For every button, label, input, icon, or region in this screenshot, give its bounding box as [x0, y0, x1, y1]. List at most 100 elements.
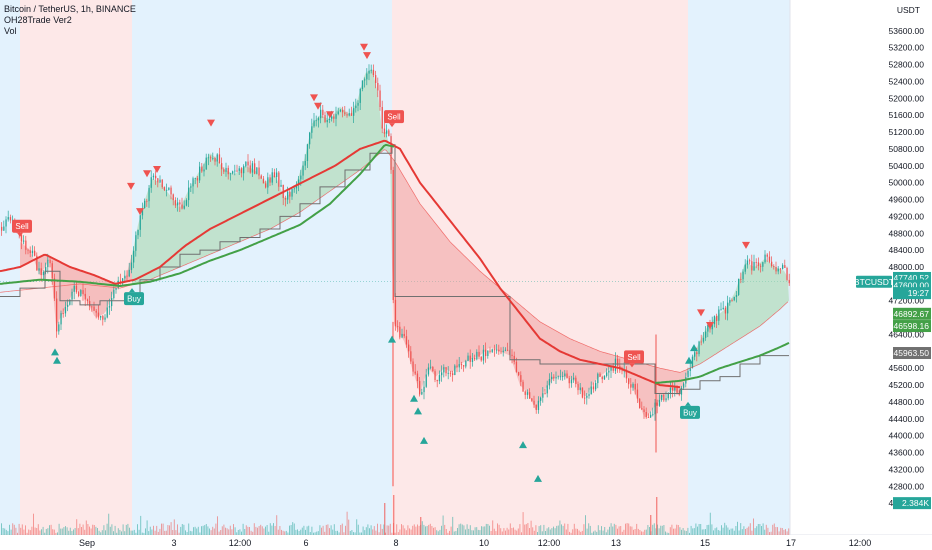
volume-bar — [108, 513, 110, 535]
volume-bar — [309, 532, 311, 535]
volume-bar — [769, 532, 770, 535]
volume-bar — [133, 529, 135, 535]
candle-body — [117, 280, 119, 288]
volume-bar — [5, 529, 7, 535]
candle-body — [447, 372, 449, 374]
volume-bar — [615, 524, 617, 535]
volume-bar — [469, 525, 471, 535]
volume-bar — [77, 528, 79, 535]
volume-bar — [402, 525, 404, 535]
volume-bar — [37, 524, 39, 535]
candle-body — [786, 268, 788, 280]
candle-body — [379, 90, 381, 107]
volume-bar — [10, 529, 12, 535]
legend-symbol[interactable]: Bitcoin / TetherUS, 1h, BINANCE — [4, 4, 136, 14]
volume-bar — [365, 527, 367, 535]
candle-body — [273, 172, 276, 177]
volume-bar — [330, 525, 332, 535]
volume-bar — [49, 525, 50, 535]
candle-body — [577, 384, 579, 391]
volume-bar — [687, 527, 689, 535]
candle-body — [568, 378, 570, 384]
candle-body — [405, 336, 408, 345]
volume-bar — [692, 528, 694, 535]
time-tick: 17 — [786, 538, 796, 548]
candle-body — [111, 298, 113, 307]
volume-bar — [140, 515, 142, 535]
volume-bar — [109, 526, 111, 535]
volume-bar — [572, 529, 574, 535]
volume-bar — [514, 529, 516, 535]
candle-body — [683, 383, 685, 388]
volume-bar — [404, 528, 406, 535]
volume-bar — [599, 530, 601, 535]
volume-bar — [282, 530, 284, 535]
volume-bar — [562, 525, 564, 535]
volume-bar — [383, 524, 385, 535]
currency-label: USDT — [897, 5, 920, 15]
volume-bar — [409, 528, 410, 535]
legend-volume[interactable]: Vol — [4, 26, 17, 36]
volume-bar — [765, 524, 767, 535]
volume-bar — [252, 531, 254, 535]
candle-body — [133, 250, 135, 263]
candle-body — [544, 393, 546, 394]
volume-bar — [516, 530, 518, 535]
volume-bar — [529, 528, 530, 535]
candle-body — [696, 352, 698, 355]
candle-body — [559, 376, 562, 378]
sell-arrow-icon — [706, 322, 714, 330]
volume-bar — [345, 525, 346, 535]
candle-body — [298, 179, 300, 185]
candle-body — [388, 130, 390, 137]
candle-body — [430, 366, 432, 368]
candle-body — [500, 351, 502, 353]
volume-bar — [154, 530, 156, 535]
price-tick: 45600.00 — [889, 363, 925, 373]
volume-bar — [265, 526, 266, 535]
volume-bar — [356, 519, 358, 535]
candle-body — [73, 285, 75, 292]
candle-body — [493, 349, 496, 351]
candle-body — [399, 326, 401, 338]
candle-body — [529, 392, 531, 399]
volume-bar — [738, 530, 740, 535]
volume-bar — [553, 526, 554, 535]
volume-bar — [316, 531, 318, 535]
candle-body — [397, 326, 399, 328]
volume-bar — [313, 532, 314, 535]
candle-body — [438, 375, 441, 382]
volume-bar — [130, 530, 132, 535]
volume-bar — [116, 532, 118, 535]
legend-indicator[interactable]: OH28Trade Ver2 — [4, 15, 72, 25]
candle-body — [348, 113, 350, 116]
volume-bar — [293, 523, 295, 535]
candle-body — [69, 299, 71, 305]
candle-body — [507, 349, 509, 351]
volume-bar — [97, 528, 98, 535]
volume-bar — [180, 526, 182, 535]
candle-body — [260, 175, 262, 179]
candle-body — [192, 178, 194, 187]
signal-label: Buy — [127, 295, 141, 304]
volume-bar — [513, 527, 514, 535]
candle-body — [34, 250, 36, 256]
candle-body — [524, 391, 526, 395]
candle-body — [7, 217, 9, 220]
candle-body — [702, 337, 705, 342]
candle-body — [775, 267, 777, 272]
volume-bar — [762, 523, 764, 535]
candle-body — [575, 377, 577, 385]
volume-bar — [657, 524, 658, 535]
volume-bar — [641, 531, 642, 535]
price-label-text: 46598.16 — [894, 321, 930, 331]
candle-body — [423, 386, 425, 393]
volume-bar — [581, 530, 583, 535]
candle-body — [742, 271, 744, 280]
time-tick: 10 — [479, 538, 489, 548]
candle-body — [476, 351, 478, 360]
candle-body — [342, 109, 344, 113]
volume-bar — [281, 529, 282, 535]
